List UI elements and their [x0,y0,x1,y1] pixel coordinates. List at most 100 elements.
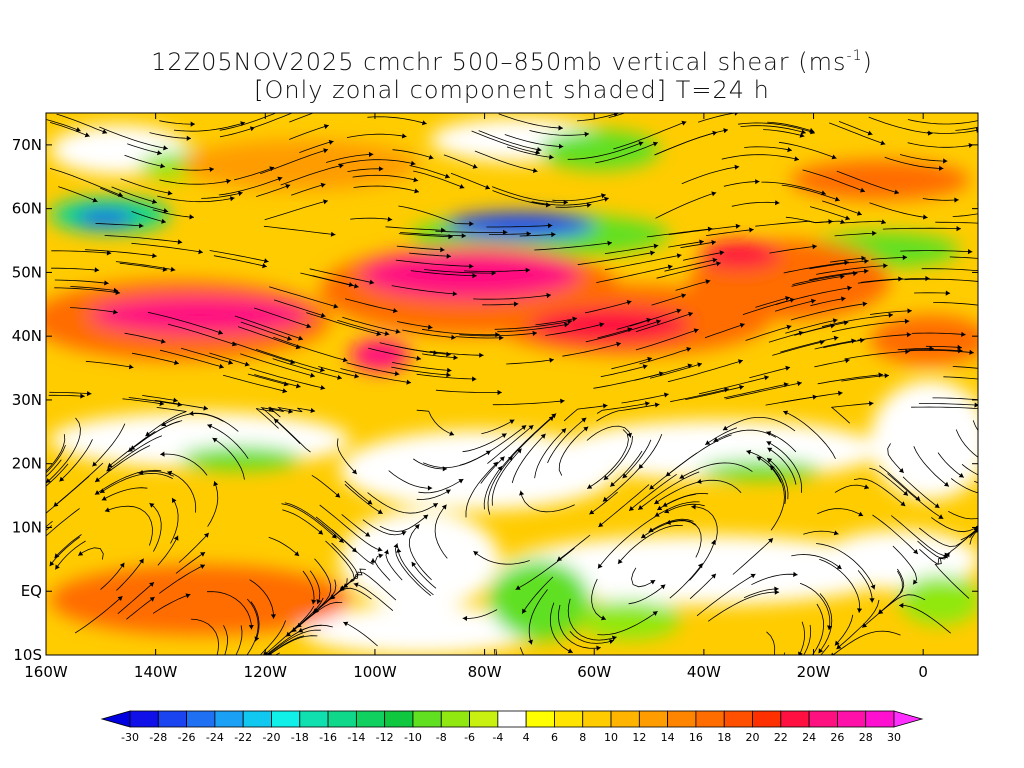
streamline [755,220,833,227]
streamline-arrowhead [323,124,329,130]
streamline-arrowhead [102,129,108,134]
streamline-arrowhead [238,191,243,197]
streamline [246,598,259,655]
streamline-arrowhead [705,279,711,285]
streamline-arrowhead [343,621,349,627]
streamline-arrowhead [36,481,41,486]
streamline-arrowhead [384,330,390,336]
easterly-shear-patch [700,460,820,480]
streamline-arrowhead [1012,495,1017,500]
streamline-arrowhead [561,428,567,434]
streamline-arrowhead [101,496,107,501]
streamline [480,456,505,484]
colorbar-label: -4 [492,731,503,744]
streamline-arrowhead [354,373,359,379]
streamline [94,469,162,495]
streamline-arrowhead [789,297,795,303]
streamline-arrowhead [902,254,908,261]
streamline [914,292,951,294]
streamline [159,564,206,594]
colorbar-swatch [638,710,669,728]
streamline [778,141,837,159]
streamline [223,625,228,655]
streamline-arrowhead [446,253,451,259]
streamline [897,348,934,351]
streamline [49,122,90,137]
streamline [816,543,875,590]
streamline [608,113,627,118]
streamline [899,154,948,162]
streamline [104,235,183,243]
streamline-arrowhead [328,139,334,145]
streamline-arrowhead [406,379,411,385]
streamline [152,209,194,218]
streamline [809,260,869,270]
streamline [421,328,500,336]
streamline [955,429,978,458]
streamline [745,325,792,341]
streamline-arrowhead [139,223,144,229]
streamline-arrowhead [638,505,644,510]
streamline [46,459,62,478]
streamline [306,312,382,335]
streamline [235,625,243,655]
streamline [918,403,978,406]
streamline [120,178,173,195]
streamline-arrowhead [688,311,693,317]
westerly-jet-shading [180,140,420,190]
streamline [410,270,477,277]
streamline [46,119,81,132]
westerly-jet-shading [790,160,970,200]
streamline [683,251,725,261]
streamline-arrowhead [711,240,716,246]
colorbar-label: -20 [262,731,280,744]
easterly-shear-patch [900,575,978,625]
streamline [751,573,798,586]
streamline-arrowhead [616,341,621,347]
streamline [115,261,176,271]
streamline [534,242,612,251]
jet-core-shading [360,250,580,300]
streamline-arrowhead [163,208,169,214]
streamline-arrowhead [55,564,60,570]
streamline [218,177,283,196]
streamline [127,143,162,154]
streamline-arrowhead [1020,451,1024,456]
streamline [919,548,948,565]
streamline [823,339,865,349]
streamline [94,445,151,483]
streamline-arrowhead [869,598,875,603]
streamline-arrowhead [149,597,155,602]
streamline-arrowhead [581,417,587,423]
jet-core-shading [90,295,310,335]
streamline-arrowhead [13,505,18,510]
streamline-arrowhead [200,552,206,557]
streamline-arrowhead [653,243,659,249]
streamline-arrowhead [844,260,849,266]
streamline-arrowhead [944,481,949,487]
streamline [617,524,683,565]
streamline-arrowhead [658,371,664,377]
colorbar-label: -28 [149,731,167,744]
streamline-arrowhead [167,190,173,196]
streamline-arrowhead [501,433,507,438]
streamline-arrowhead [657,505,663,510]
streamline-arrowhead [367,499,373,505]
streamline [353,583,394,612]
streamline [312,275,354,286]
streamline [51,267,100,271]
streamline [392,149,434,159]
streamline [563,405,608,422]
streamline-arrowhead [343,583,349,588]
map-title-line-1: 12Z05NOV2025 cmchr 500–850mb vertical sh… [0,48,1024,76]
streamline [814,339,856,350]
streamline [868,116,933,134]
streamline-arrowhead [54,553,60,559]
streamline [418,478,464,494]
streamline [925,345,962,349]
streamline-arrowhead [485,184,490,190]
streamline-arrowhead [699,239,704,245]
streamline [892,545,918,585]
streamline [713,429,777,442]
streamline [413,170,465,189]
